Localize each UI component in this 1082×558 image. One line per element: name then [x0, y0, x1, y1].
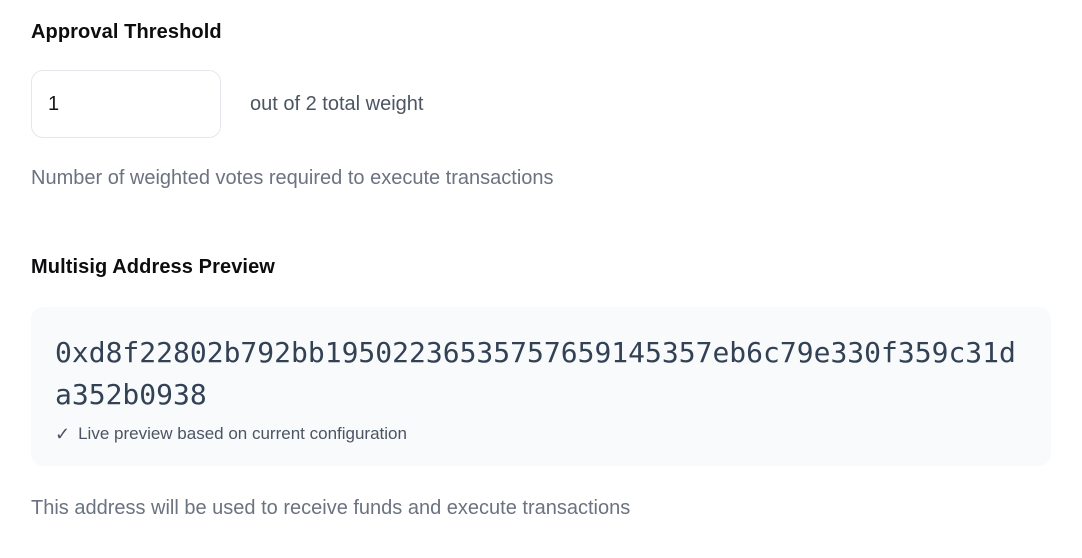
approval-threshold-label: Approval Threshold	[31, 21, 222, 43]
multisig-preview-section: Multisig Address Preview 0xd8f22802b792b…	[31, 255, 1051, 520]
live-preview-note: ✓ Live preview based on current configur…	[55, 423, 1027, 445]
address-preview-block: 0xd8f22802b792bb19502236535757659145357e…	[31, 307, 1051, 466]
total-weight-suffix: out of 2 total weight	[250, 92, 424, 115]
multisig-address-value: 0xd8f22802b792bb19502236535757659145357e…	[55, 336, 1016, 411]
checkmark-icon: ✓	[55, 424, 71, 444]
approval-threshold-row: out of 2 total weight	[31, 70, 1051, 138]
multisig-config-form: Approval Threshold out of 2 total weight…	[31, 21, 1051, 520]
live-preview-note-text: Live preview based on current configurat…	[78, 424, 407, 443]
approval-threshold-input[interactable]	[31, 70, 221, 138]
multisig-preview-label: Multisig Address Preview	[31, 256, 275, 278]
approval-threshold-helper: Number of weighted votes required to exe…	[31, 167, 554, 189]
multisig-preview-helper: This address will be used to receive fun…	[31, 497, 631, 519]
